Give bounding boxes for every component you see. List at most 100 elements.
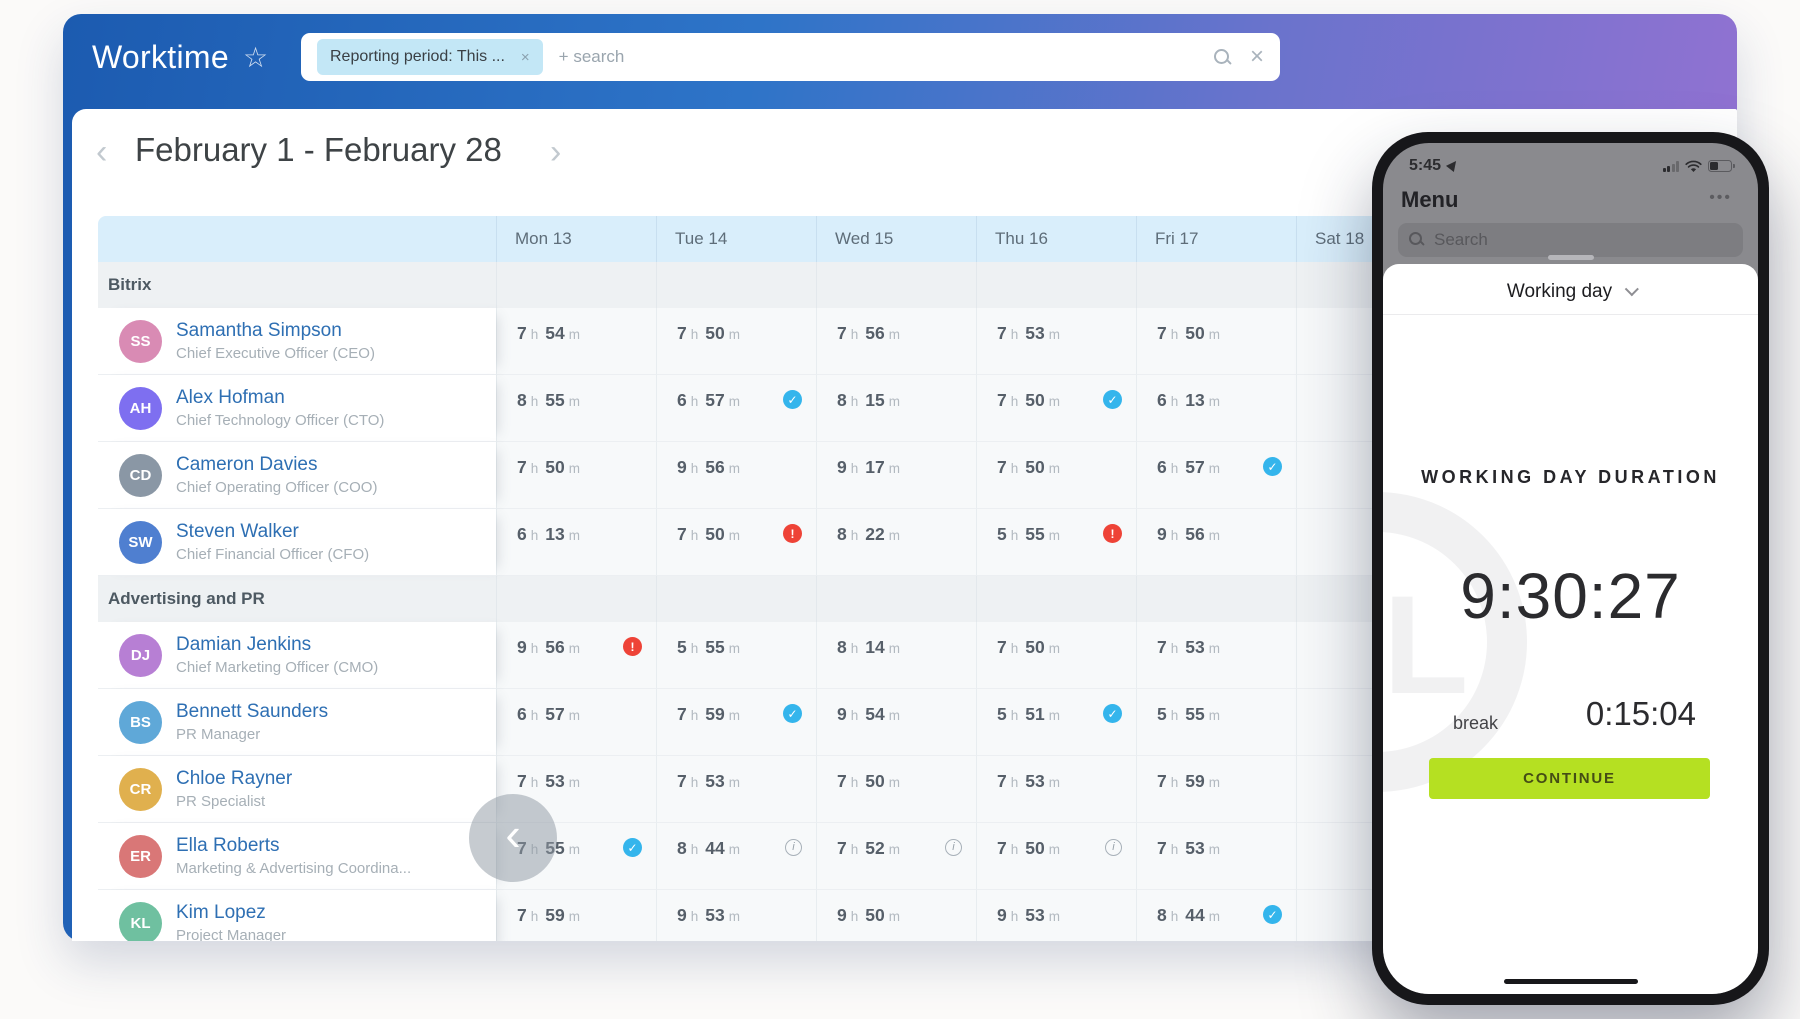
time-cell[interactable]: 7 h 50 m xyxy=(656,308,816,375)
time-cell[interactable]: 7 h 50 m xyxy=(976,442,1136,509)
employee-cell: CR Chloe Rayner PR Specialist xyxy=(98,756,496,823)
time-cell[interactable]: 7 h 50 m xyxy=(976,622,1136,689)
time-cell[interactable]: 7 h 59 m ✓ xyxy=(656,689,816,756)
working-day-dropdown[interactable]: Working day xyxy=(1383,281,1758,303)
employee-name-link[interactable]: Bennett Saunders xyxy=(176,700,329,722)
employee-job-title: PR Manager xyxy=(176,725,261,743)
avatar[interactable]: CD xyxy=(119,453,162,497)
time-cell[interactable]: 8 h 44 m i xyxy=(656,823,816,890)
check-badge-icon: ✓ xyxy=(783,390,802,409)
time-cell[interactable]: 9 h 53 m xyxy=(656,890,816,941)
avatar[interactable]: BS xyxy=(119,700,162,744)
employee-cell: SW Steven Walker Chief Financial Officer (… xyxy=(98,509,496,576)
avatar[interactable]: SW xyxy=(119,520,162,564)
favorite-star-icon[interactable] xyxy=(243,41,268,74)
time-cell[interactable]: 8 h 14 m xyxy=(816,622,976,689)
next-period-chevron[interactable] xyxy=(550,133,561,172)
search-input[interactable]: + search xyxy=(558,47,625,66)
time-cell[interactable]: 7 h 50 m ✓ xyxy=(976,375,1136,442)
prev-period-chevron[interactable] xyxy=(96,133,107,172)
employee-name-link[interactable]: Ella Roberts xyxy=(176,834,280,856)
time-cell[interactable]: 7 h 50 m xyxy=(1136,308,1296,375)
check-badge-icon: ✓ xyxy=(1103,704,1122,723)
avatar[interactable]: ER xyxy=(119,834,162,878)
table-scroll-prev-button[interactable] xyxy=(469,794,557,882)
employee-name-link[interactable]: Steven Walker xyxy=(176,520,299,542)
employee-cell: AH Alex Hofman Chief Technology Officer (C… xyxy=(98,375,496,442)
employee-job-title: Chief Operating Officer (COO) xyxy=(176,478,378,496)
employee-name-link[interactable]: Damian Jenkins xyxy=(176,633,312,655)
time-cell[interactable]: 7 h 52 m i xyxy=(816,823,976,890)
time-cell[interactable]: 5 h 55 m xyxy=(656,622,816,689)
battery-icon xyxy=(1708,160,1735,172)
time-cell[interactable]: 9 h 56 m! xyxy=(496,622,656,689)
phone-search-field[interactable]: Search xyxy=(1398,223,1743,257)
time-cell[interactable]: 8 h 44 m ✓ xyxy=(1136,890,1296,941)
time-cell[interactable]: 7 h 50 m! xyxy=(656,509,816,576)
time-cell[interactable]: 6 h 13 m xyxy=(1136,375,1296,442)
time-cell[interactable]: 6 h 57 m xyxy=(496,689,656,756)
time-cell[interactable]: 5 h 55 m! xyxy=(976,509,1136,576)
time-cell[interactable]: 7 h 53 m xyxy=(1136,622,1296,689)
avatar[interactable]: CR xyxy=(119,767,162,811)
break-duration-value: 0:15:04 xyxy=(1585,695,1696,732)
employee-name-link[interactable]: Cameron Davies xyxy=(176,453,318,475)
phone-search-icon xyxy=(1408,231,1427,250)
time-cell[interactable]: 7 h 53 m xyxy=(976,308,1136,375)
employee-cell: SS Samantha Simpson Chief Executive Office… xyxy=(98,308,496,375)
time-cell[interactable]: 7 h 53 m xyxy=(976,756,1136,823)
time-cell[interactable]: 5 h 51 m ✓ xyxy=(976,689,1136,756)
alert-badge-icon: ! xyxy=(783,524,802,543)
time-cell[interactable]: 6 h 57 m ✓ xyxy=(656,375,816,442)
time-cell[interactable]: 7 h 53 m xyxy=(1136,823,1296,890)
status-time: 5:45 xyxy=(1409,157,1442,174)
time-cell[interactable]: 9 h 53 m xyxy=(976,890,1136,941)
time-cell[interactable]: 6 h 57 m ✓ xyxy=(1136,442,1296,509)
time-cell[interactable]: 8 h 22 m xyxy=(816,509,976,576)
time-cell[interactable]: 9 h 17 m xyxy=(816,442,976,509)
time-cell[interactable]: 9 h 56 m xyxy=(1136,509,1296,576)
time-cell[interactable]: 7 h 59 m xyxy=(1136,756,1296,823)
time-cell[interactable]: 7 h 59 m xyxy=(496,890,656,941)
phone-search-placeholder: Search xyxy=(1434,230,1488,249)
sheet-drag-handle[interactable] xyxy=(1547,255,1594,260)
time-cell[interactable]: 7 h 50 m xyxy=(816,756,976,823)
employee-cell: BS Bennett Saunders PR Manager xyxy=(98,689,496,756)
avatar[interactable]: SS xyxy=(119,319,162,363)
employee-name-link[interactable]: Kim Lopez xyxy=(176,901,266,923)
time-cell[interactable]: 7 h 50 m xyxy=(496,442,656,509)
time-cell[interactable]: 5 h 55 m xyxy=(1136,689,1296,756)
search-bar[interactable]: Reporting period: This ... + search xyxy=(301,33,1280,81)
department-group-cell xyxy=(656,576,816,622)
department-group-cell xyxy=(1136,262,1296,308)
time-cell[interactable]: 8 h 15 m xyxy=(816,375,976,442)
time-cell[interactable]: 7 h 56 m xyxy=(816,308,976,375)
time-cell[interactable]: 7 h 54 m xyxy=(496,308,656,375)
time-cell[interactable]: 9 h 50 m xyxy=(816,890,976,941)
department-group-cell xyxy=(816,262,976,308)
clock-watermark-hand: L xyxy=(1383,566,1469,723)
time-cell[interactable]: 9 h 56 m xyxy=(656,442,816,509)
break-label: break xyxy=(1453,713,1499,733)
home-indicator[interactable] xyxy=(1503,979,1638,984)
avatar[interactable]: KL xyxy=(119,901,162,941)
search-clear-icon[interactable] xyxy=(1250,45,1264,69)
department-group-header: Bitrix xyxy=(98,262,496,308)
time-cell[interactable]: 7 h 50 m i xyxy=(976,823,1136,890)
continue-button[interactable]: CONTINUE xyxy=(1429,758,1710,799)
page-title: Worktime xyxy=(92,39,229,75)
time-cell[interactable]: 7 h 53 m xyxy=(656,756,816,823)
department-group-cell xyxy=(656,262,816,308)
avatar[interactable]: DJ xyxy=(119,633,162,677)
avatar[interactable]: AH xyxy=(119,386,162,430)
filter-chip-remove-icon[interactable] xyxy=(521,49,530,66)
time-cell[interactable]: 6 h 13 m xyxy=(496,509,656,576)
filter-chip[interactable]: Reporting period: This ... xyxy=(317,39,543,75)
phone-more-icon[interactable] xyxy=(1709,189,1732,207)
time-cell[interactable]: 8 h 55 m xyxy=(496,375,656,442)
employee-name-link[interactable]: Samantha Simpson xyxy=(176,319,342,341)
employee-name-link[interactable]: Chloe Rayner xyxy=(176,767,293,789)
search-icon[interactable] xyxy=(1213,48,1232,67)
employee-name-link[interactable]: Alex Hofman xyxy=(176,386,285,408)
time-cell[interactable]: 9 h 54 m xyxy=(816,689,976,756)
